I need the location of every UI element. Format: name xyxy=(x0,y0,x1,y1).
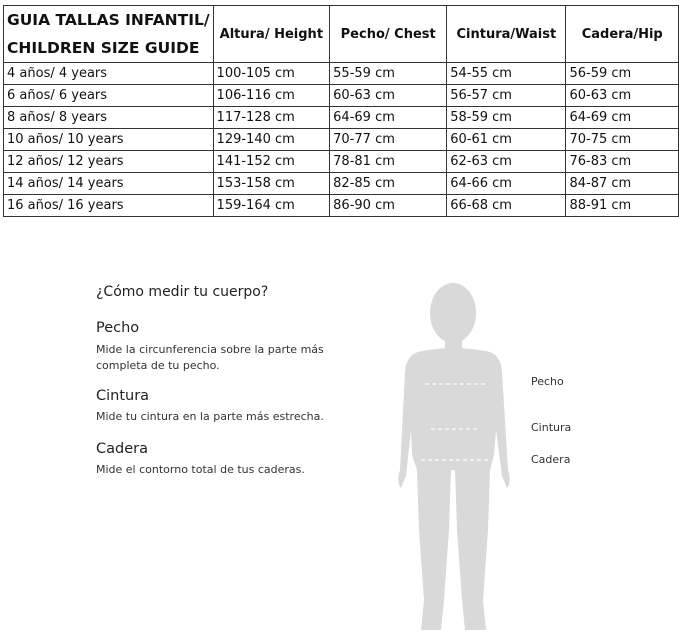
table-cell: 60-61 cm xyxy=(446,128,567,151)
section-waist-title: Cintura xyxy=(96,388,150,404)
table-title: GUIA TALLAS INFANTIL/CHILDREN SIZE GUIDE xyxy=(3,5,214,63)
table-cell: 78-81 cm xyxy=(329,150,448,173)
how-to-heading: ¿Cómo medir tu cuerpo? xyxy=(96,284,269,300)
table-cell: 54-55 cm xyxy=(446,62,567,85)
table-cell: 66-68 cm xyxy=(446,194,567,217)
table-cell: 64-69 cm xyxy=(329,106,448,129)
section-hip-title: Cadera xyxy=(96,441,148,457)
label-waist: Cintura xyxy=(531,421,572,434)
table-cell: 16 años/ 16 years xyxy=(3,194,214,217)
label-chest: Pecho xyxy=(531,375,564,388)
table-cell: 56-59 cm xyxy=(565,62,679,85)
table-row: 16 años/ 16 years 159-164 cm 86-90 cm 66-68… xyxy=(3,194,679,217)
table-cell: 86-90 cm xyxy=(329,194,448,217)
header-waist: Cintura/Waist xyxy=(446,5,567,63)
table-row: 4 años/ 4 years 100-105 cm 55-59 cm 54-55 c… xyxy=(3,62,679,85)
header-hip: Cadera/Hip xyxy=(565,5,679,63)
table-cell: 88-91 cm xyxy=(565,194,679,217)
table-cell: 60-63 cm xyxy=(329,84,448,107)
table-row: 12 años/ 12 years 141-152 cm 78-81 cm 62-63… xyxy=(3,150,679,173)
section-hip-desc: Mide el contorno total de tus caderas. xyxy=(96,463,305,476)
table-cell: 159-164 cm xyxy=(212,194,331,217)
table-cell: 76-83 cm xyxy=(565,150,679,173)
table-cell: 55-59 cm xyxy=(329,62,448,85)
table-cell: 14 años/ 14 years xyxy=(3,172,214,195)
header-chest: Pecho/ Chest xyxy=(329,5,448,63)
table-cell: 56-57 cm xyxy=(446,84,567,107)
table-row: 14 años/ 14 years 153-158 cm 82-85 cm 64-66… xyxy=(3,172,679,195)
table-cell: 141-152 cm xyxy=(212,150,331,173)
table-row: 10 años/ 10 years 129-140 cm 70-77 cm 60-61… xyxy=(3,128,679,151)
table-cell: 62-63 cm xyxy=(446,150,567,173)
table-cell: 10 años/ 10 years xyxy=(3,128,214,151)
title-line-1: GUIA TALLAS INFANTIL/ xyxy=(7,11,210,29)
size-guide-table: GUIA TALLAS INFANTIL/CHILDREN SIZE GUIDE… xyxy=(3,5,679,217)
measure-lines xyxy=(421,383,488,461)
body-silhouette xyxy=(398,283,510,630)
desc-line: Mide la circunferencia sobre la parte má… xyxy=(96,343,324,356)
section-waist-desc: Mide tu cintura en la parte más estrecha… xyxy=(96,410,324,423)
how-to-measure: ¿Cómo medir tu cuerpo? Pecho Mide la cir… xyxy=(96,284,324,476)
table-cell: 129-140 cm xyxy=(212,128,331,151)
section-chest-title: Pecho xyxy=(96,320,140,336)
table-cell: 6 años/ 6 years xyxy=(3,84,214,107)
table-row: 8 años/ 8 years 117-128 cm 64-69 cm 58-59 c… xyxy=(3,106,679,129)
table-cell: 58-59 cm xyxy=(446,106,567,129)
table-cell: 100-105 cm xyxy=(212,62,331,85)
header-height: Altura/ Height xyxy=(212,5,331,63)
label-hip: Cadera xyxy=(531,453,571,466)
section-chest-desc: Mide la circunferencia sobre la parte má… xyxy=(96,342,324,374)
title-line-2: CHILDREN SIZE GUIDE xyxy=(7,39,200,57)
desc-line: completa de tu pecho. xyxy=(96,359,220,372)
table-header-row: GUIA TALLAS INFANTIL/CHILDREN SIZE GUIDE… xyxy=(3,5,679,63)
